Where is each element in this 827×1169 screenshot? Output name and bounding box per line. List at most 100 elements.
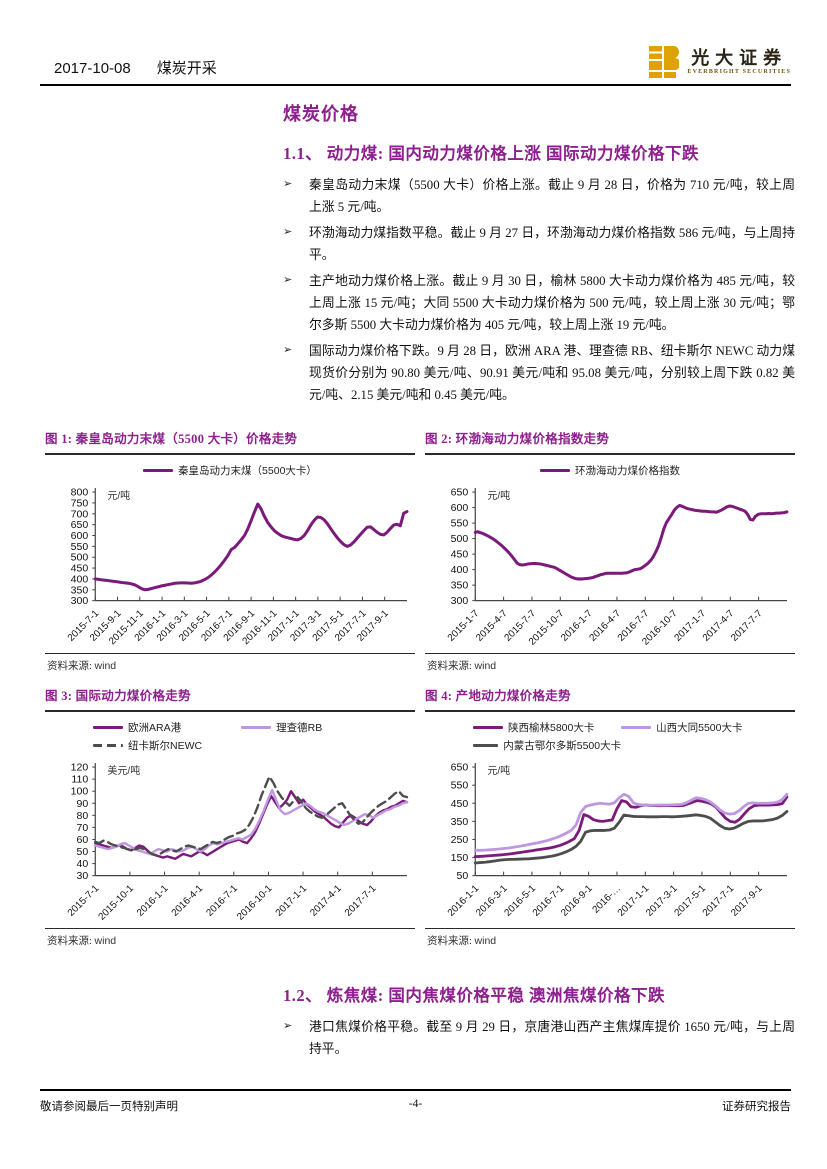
legend-item: 山西大同5500大卡 <box>621 720 795 735</box>
bullet-text: 秦皇岛动力末煤（5500 大卡）价格上涨。截止 9 月 28 日，价格为 710… <box>309 178 795 214</box>
figure-1-source: 资料来源: wind <box>45 652 415 675</box>
figure-2: 图 2: 环渤海动力煤价格指数走势 环渤海动力煤价格指数 300 350 400 45… <box>425 426 795 675</box>
svg-text:2015-10-1: 2015-10-1 <box>97 883 137 923</box>
svg-text:60: 60 <box>77 834 89 846</box>
data-line <box>473 809 789 865</box>
legend-label: 秦皇岛动力末煤（5500大卡） <box>178 465 317 477</box>
bullet-arrow-icon: ➢ <box>283 343 293 356</box>
figure-4-title: 图 4: 产地动力煤价格走势 <box>425 683 795 712</box>
figure-1-title: 图 1: 秦皇岛动力末煤（5500 大卡）价格走势 <box>45 426 415 455</box>
svg-text:2016-4-1: 2016-4-1 <box>170 883 206 919</box>
svg-text:450: 450 <box>71 563 89 575</box>
svg-text:70: 70 <box>77 822 89 834</box>
bullet-item: ➢ 主产地动力煤价格上涨。截止 9 月 30 日，榆林 5800 大卡动力煤价格… <box>283 270 795 336</box>
legend-label: 环渤海动力煤价格指数 <box>575 465 680 477</box>
svg-text:600: 600 <box>71 530 89 542</box>
data-line <box>473 503 789 581</box>
axis-unit-label: 元/吨 <box>487 489 510 502</box>
svg-text:2017-7-7: 2017-7-7 <box>729 608 765 644</box>
svg-text:2016-9-1: 2016-9-1 <box>559 883 595 919</box>
line-swatch-icon <box>143 469 174 472</box>
svg-text:2016-1-1: 2016-1-1 <box>135 883 171 919</box>
legend-item: 环渤海动力煤价格指数 <box>540 463 680 478</box>
data-line <box>473 792 789 852</box>
svg-text:120: 120 <box>71 762 89 774</box>
legend-label: 纽卡斯尔NEWC <box>128 739 203 752</box>
svg-text:450: 450 <box>451 798 469 810</box>
legend-item: 欧洲ARA港 <box>93 720 241 735</box>
figure-1-legend: 秦皇岛动力末煤（5500大卡） <box>45 463 415 478</box>
svg-text:450: 450 <box>451 549 469 561</box>
svg-text:650: 650 <box>451 487 469 499</box>
report-category: 煤炭开采 <box>156 60 217 77</box>
page-number: -4- <box>408 1098 423 1110</box>
figure-4-legend: 陕西榆林5800大卡 山西大同5500大卡 内蒙古鄂尔多斯5500大卡 <box>425 720 795 753</box>
svg-text:2017-7-1: 2017-7-1 <box>343 883 379 919</box>
bullet-item: ➢ 港口焦煤价格平稳。截至 9 月 29 日，京唐港山西产主焦煤库提价 1650… <box>283 1016 795 1060</box>
bullet-arrow-icon: ➢ <box>283 1019 293 1032</box>
logo-cn-text: 光大证券 <box>691 48 788 69</box>
main-content: 煤炭价格 1.1、 动力煤: 国内动力煤价格上涨 国际动力煤价格下跌 ➢ 秦皇岛… <box>283 100 795 412</box>
data-line <box>93 502 409 592</box>
svg-text:2015-7-1: 2015-7-1 <box>66 883 102 919</box>
svg-text:2016-10-1: 2016-10-1 <box>235 883 275 923</box>
figure-2-legend: 环渤海动力煤价格指数 <box>425 463 795 478</box>
figure-3-source: 资料来源: wind <box>45 927 415 950</box>
line-swatch-icon <box>540 469 570 472</box>
everbright-logo-icon <box>649 46 680 78</box>
svg-text:90: 90 <box>77 798 89 810</box>
svg-text:550: 550 <box>451 518 469 530</box>
svg-text:300: 300 <box>451 595 469 607</box>
bullet-item: ➢ 秦皇岛动力末煤（5500 大卡）价格上涨。截止 9 月 28 日，价格为 7… <box>283 174 795 218</box>
section-1-2-title: 1.2、 炼焦煤: 国内焦煤价格平稳 澳洲焦煤价格下跌 <box>283 986 665 1005</box>
svg-text:350: 350 <box>451 580 469 592</box>
footer-disclaimer: 敬请参阅最后一页特别声明 <box>40 1101 178 1113</box>
figure-2-title: 图 2: 环渤海动力煤价格指数走势 <box>425 426 795 455</box>
svg-text:250: 250 <box>451 834 469 846</box>
svg-text:80: 80 <box>77 810 89 822</box>
bullet-arrow-icon: ➢ <box>283 225 293 238</box>
header-meta: 2017-10-08 煤炭开采 <box>40 57 217 78</box>
data-line <box>473 795 789 858</box>
svg-text:150: 150 <box>451 852 469 864</box>
svg-text:800: 800 <box>71 487 89 499</box>
svg-text:400: 400 <box>451 564 469 576</box>
figure-3-title: 图 3: 国际动力煤价格走势 <box>45 683 415 712</box>
legend-label: 理查德RB <box>276 721 323 734</box>
figure-4: 图 4: 产地动力煤价格走势 陕西榆林5800大卡 山西大同5500大卡 内蒙古鄂尔… <box>425 683 795 950</box>
figure-4-plot: 50 150 250 350 450 550 650 元/吨 2016-1-1 2016-3-1 2… <box>425 753 795 926</box>
page-footer: 敬请参阅最后一页特别声明 -4- 证券研究报告 <box>40 1089 791 1114</box>
svg-text:2017-1-1: 2017-1-1 <box>274 883 310 919</box>
company-logo: 光大证券 EVERBRIGHT SECURITIES <box>649 46 791 78</box>
svg-text:700: 700 <box>71 508 89 520</box>
page-title: 煤炭价格 <box>283 104 359 124</box>
svg-text:50: 50 <box>457 870 469 882</box>
report-date: 2017-10-08 <box>54 60 131 77</box>
line-swatch-icon <box>473 725 503 729</box>
bullet-text: 环渤海动力煤指数平稳。截止 9 月 27 日，环渤海动力煤价格指数 586 元/… <box>309 226 795 262</box>
footer-report-type: 证券研究报告 <box>722 1101 791 1113</box>
svg-text:50: 50 <box>77 846 89 858</box>
section-1-1-bullets: ➢ 秦皇岛动力末煤（5500 大卡）价格上涨。截止 9 月 28 日，价格为 7… <box>283 174 795 406</box>
bullet-text: 国际动力煤价格下跌。9 月 28 日，欧洲 ARA 港、理查德 RB、纽卡斯尔 … <box>309 344 795 402</box>
svg-text:650: 650 <box>71 519 89 531</box>
line-swatch-icon <box>241 725 272 729</box>
legend-item: 内蒙古鄂尔多斯5500大卡 <box>473 738 621 753</box>
section-1-1-title: 1.1、 动力煤: 国内动力煤价格上涨 国际动力煤价格下跌 <box>283 144 699 163</box>
legend-item: 纽卡斯尔NEWC <box>93 738 241 753</box>
bullet-arrow-icon: ➢ <box>283 273 293 286</box>
data-line <box>94 788 409 856</box>
logo-en-text: EVERBRIGHT SECURITIES <box>687 68 791 75</box>
axis-unit-label: 元/吨 <box>107 489 130 502</box>
svg-text:500: 500 <box>71 552 89 564</box>
svg-text:750: 750 <box>71 497 89 509</box>
svg-text:100: 100 <box>71 786 89 798</box>
svg-text:400: 400 <box>71 573 89 585</box>
legend-item: 理查德RB <box>241 720 415 735</box>
charts-grid: 图 1: 秦皇岛动力末煤（5500 大卡）价格走势 秦皇岛动力末煤（5500大卡… <box>45 426 795 950</box>
data-line <box>94 789 409 860</box>
